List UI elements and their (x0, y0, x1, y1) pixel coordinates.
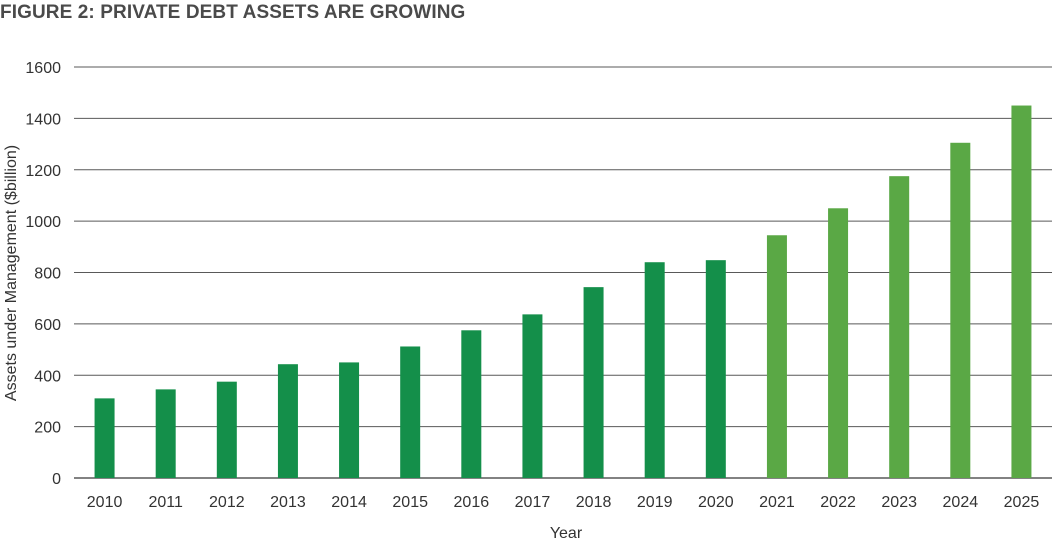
x-tick-label: 2018 (576, 494, 612, 511)
y-tick-label: 400 (34, 368, 61, 385)
bar-2014 (339, 362, 360, 478)
bar-2024 (950, 142, 971, 478)
y-tick-label: 600 (34, 317, 61, 334)
gridlines (74, 66, 1052, 479)
y-tick-label: 0 (52, 471, 61, 488)
y-tick-label: 1000 (25, 214, 61, 231)
x-tick-label: 2020 (698, 494, 734, 511)
bar-2012 (216, 381, 237, 478)
bar-2019 (644, 262, 665, 478)
x-tick-label: 2019 (637, 494, 673, 511)
bar-2017 (522, 314, 543, 478)
bar-2018 (583, 287, 604, 478)
bar-2020 (705, 260, 726, 478)
chart-title: FIGURE 2: PRIVATE DEBT ASSETS ARE GROWIN… (0, 2, 466, 23)
bar-2010 (94, 398, 115, 478)
x-tick-label: 2011 (148, 494, 183, 511)
x-axis-label: Year (550, 525, 583, 542)
x-tick-label: 2022 (820, 494, 856, 511)
x-axis-ticks: 2010 2011 2012 2013 2014 2015 2016 2017 2018 2019… (87, 494, 1040, 511)
bar-2023 (889, 176, 910, 478)
bars (94, 105, 1032, 478)
y-tick-label: 1400 (25, 111, 61, 128)
x-tick-label: 2023 (881, 494, 917, 511)
y-tick-label: 200 (34, 420, 61, 437)
y-tick-label: 1600 (25, 60, 61, 77)
x-tick-label: 2014 (331, 494, 367, 511)
x-tick-label: 2015 (392, 494, 428, 511)
x-tick-label: 2012 (209, 494, 245, 511)
x-tick-label: 2017 (515, 494, 551, 511)
bar-2022 (828, 208, 849, 478)
y-axis-ticks: 0 200 400 600 800 1000 1200 1400 1600 (25, 60, 61, 488)
x-tick-label: 2016 (454, 494, 490, 511)
bar-2013 (277, 364, 298, 478)
y-tick-label: 800 (34, 266, 61, 283)
y-tick-label: 1200 (25, 163, 61, 180)
y-axis-label: Assets under Management ($billion) (3, 145, 20, 401)
bar-2016 (461, 330, 482, 478)
bar-2021 (766, 235, 787, 478)
bar-2011 (155, 389, 176, 478)
x-tick-label: 2021 (759, 494, 795, 511)
x-tick-label: 2013 (270, 494, 306, 511)
bar-2015 (400, 346, 421, 478)
bar-2025 (1011, 105, 1032, 478)
x-tick-label: 2025 (1004, 494, 1040, 511)
x-tick-label: 2010 (87, 494, 123, 511)
x-tick-label: 2024 (943, 494, 979, 511)
